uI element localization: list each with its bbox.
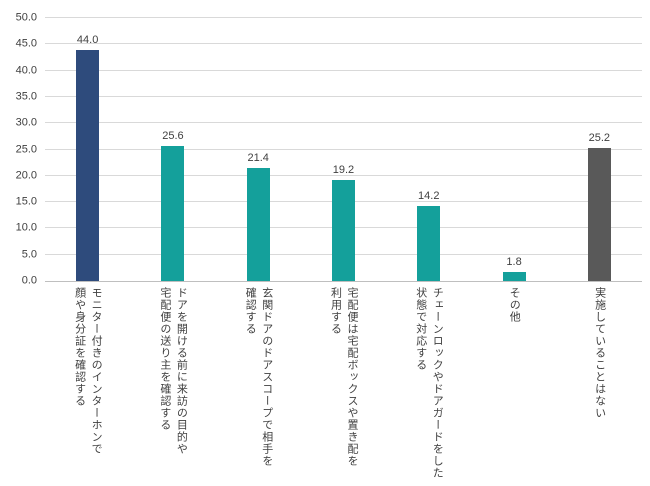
x-axis-category-label: その他 xyxy=(508,287,521,323)
x-axis-category-label: モニター付きのインターホンで 顔や身分証を確認する xyxy=(73,287,103,455)
y-axis-tick-label: 10.0 xyxy=(15,221,37,234)
bar-slot: 1.8 xyxy=(471,18,556,281)
bar-value-label: 25.2 xyxy=(588,132,611,145)
x-axis: モニター付きのインターホンで 顔や身分証を確認する ドアを開ける前に来訪の目的や … xyxy=(45,287,642,482)
x-axis-category-slot: チェーンロックやドアガードをした 状態で対応する xyxy=(386,287,471,482)
bar xyxy=(587,148,611,281)
bar-slot: 25.6 xyxy=(130,18,215,281)
gridline xyxy=(45,122,642,124)
gridline xyxy=(45,148,642,150)
y-axis-tick-label: 40.0 xyxy=(15,64,37,77)
bar xyxy=(246,168,270,281)
x-axis-category-label: 実施していることはない xyxy=(593,287,606,419)
x-axis-category-slot: その他 xyxy=(471,287,556,482)
x-axis-category-label: 玄関ドアのドアスコープで相手を 確認する xyxy=(244,287,273,467)
y-axis-tick-label: 20.0 xyxy=(15,169,37,182)
plot-area: 44.0 25.6 21.4 19.2 14.2 1.8 25.2 xyxy=(45,17,642,282)
gridline xyxy=(45,95,642,97)
bar-value-label: 25.6 xyxy=(162,130,184,143)
y-axis-tick-label: 50.0 xyxy=(15,11,37,24)
x-axis-category-slot: 宅配便は宅配ボックスや置き配を 利用する xyxy=(301,287,386,482)
bar xyxy=(76,49,100,281)
gridline xyxy=(45,17,642,18)
bar xyxy=(502,271,526,281)
x-axis-category-label: チェーンロックやドアガードをした 状態で対応する xyxy=(414,287,444,479)
bar-value-label: 1.8 xyxy=(506,255,522,268)
bar-slot: 19.2 xyxy=(301,18,386,281)
y-axis-tick-label: 45.0 xyxy=(15,37,37,50)
y-axis: 0.0 5.0 10.0 15.0 20.0 25.0 30.0 35.0 40.0 45.0 50… xyxy=(0,12,37,286)
x-axis-category-label: ドアを開ける前に来訪の目的や 宅配便の送り主を確認する xyxy=(158,287,188,455)
gridline xyxy=(45,69,642,71)
x-axis-category-slot: ドアを開ける前に来訪の目的や 宅配便の送り主を確認する xyxy=(130,287,215,482)
y-axis-tick-label: 30.0 xyxy=(15,116,37,129)
bar-slot: 25.2 xyxy=(557,18,642,281)
bar xyxy=(331,180,355,281)
x-axis-category-slot: 実施していることはない xyxy=(557,287,642,482)
y-axis-tick-label: 35.0 xyxy=(15,90,37,103)
x-axis-category-slot: モニター付きのインターホンで 顔や身分証を確認する xyxy=(45,287,130,482)
bar-value-label: 44.0 xyxy=(76,33,99,46)
bar-value-label: 21.4 xyxy=(247,152,269,165)
bar-slot: 21.4 xyxy=(216,18,301,281)
x-axis-category-slot: 玄関ドアのドアスコープで相手を 確認する xyxy=(216,287,301,482)
gridline xyxy=(45,43,642,45)
y-axis-tick-label: 5.0 xyxy=(21,248,37,261)
bars-container: 44.0 25.6 21.4 19.2 14.2 1.8 25.2 xyxy=(45,18,642,281)
x-axis-category-label: 宅配便は宅配ボックスや置き配を 利用する xyxy=(329,287,358,467)
bar xyxy=(161,146,185,281)
bar xyxy=(417,206,441,281)
bar-value-label: 14.2 xyxy=(418,190,440,203)
gridline xyxy=(45,174,642,176)
y-axis-tick-label: 15.0 xyxy=(15,195,37,208)
bar-slot: 44.0 xyxy=(45,18,130,281)
y-axis-tick-label: 25.0 xyxy=(15,143,37,155)
y-axis-tick-label: 0.0 xyxy=(21,274,37,287)
bar-value-label: 19.2 xyxy=(332,164,355,177)
bar-slot: 14.2 xyxy=(386,18,471,281)
